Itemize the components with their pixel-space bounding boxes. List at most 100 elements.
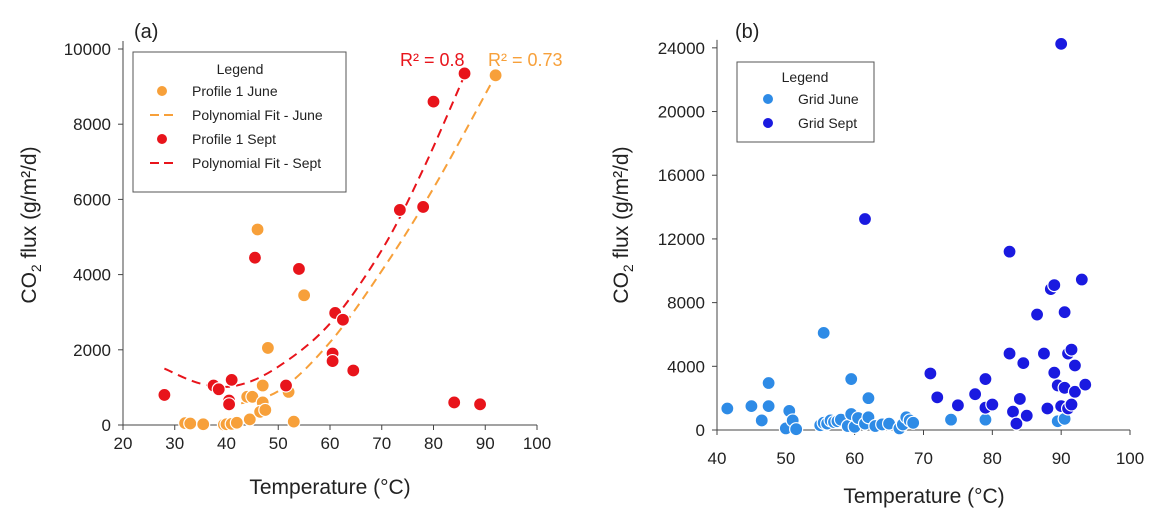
data-point-profile-1-sept [224, 372, 239, 387]
legend-label: Profile 1 Sept [192, 131, 276, 147]
y-tick-label: 12000 [658, 230, 705, 249]
y-tick-label: 0 [102, 416, 111, 435]
data-point-profile-1-june [286, 414, 301, 429]
data-point-profile-1-sept [426, 94, 441, 109]
data-point-grid-sept [930, 390, 945, 405]
panel-a-x-axis-title: Temperature (°C) [249, 476, 410, 499]
data-point-profile-1-june [196, 417, 211, 432]
y-title-co: CO [610, 272, 633, 304]
data-point-grid-sept [985, 397, 1000, 412]
data-point-grid-sept [1078, 377, 1093, 392]
data-point-grid-sept [1029, 307, 1045, 322]
data-point-grid-sept [1012, 391, 1027, 407]
data-point-profile-1-sept [211, 382, 226, 397]
y-title-rest: flux (g/m²/d) [18, 146, 41, 264]
legend-label: Profile 1 June [192, 83, 278, 99]
y-tick-label: 24000 [658, 39, 705, 58]
data-point-grid-sept [978, 371, 993, 387]
data-point-grid-sept [968, 387, 983, 402]
panel-b: 40 50 60 70 80 90 100 0 4000 8000 12000 16000 20000 2… [610, 21, 1144, 508]
panel-a-legend-title: Legend [217, 61, 264, 77]
data-point-grid-june [943, 412, 959, 427]
x-tick-label: 50 [269, 434, 288, 453]
panel-b-legend-items: Grid June Grid Sept [762, 91, 859, 131]
data-point-grid-sept [1009, 416, 1024, 431]
data-point-profile-1-june [183, 416, 198, 431]
data-point-grid-june [978, 412, 993, 427]
x-tick-label: 60 [845, 449, 864, 468]
y-tick-label: 4000 [667, 357, 705, 376]
x-tick-label: 90 [476, 434, 495, 453]
data-point-profile-1-sept [335, 312, 351, 327]
legend-marker [762, 117, 774, 129]
data-point-grid-june [906, 415, 921, 430]
legend-label: Grid Sept [798, 115, 857, 131]
x-tick-label: 20 [114, 434, 133, 453]
data-point-profile-1-june [297, 288, 312, 303]
r2-sept-annotation: R² = 0.8 [400, 50, 465, 70]
panel-a-legend-items: Profile 1 June Polynomial Fit - June Profi… [150, 83, 323, 171]
data-point-grid-sept [1019, 408, 1034, 423]
x-tick-label: 40 [217, 434, 236, 453]
data-point-profile-1-sept [457, 66, 472, 81]
data-point-grid-sept [1054, 36, 1069, 51]
data-point-profile-1-june [260, 340, 275, 356]
x-tick-label: 80 [424, 434, 443, 453]
data-point-grid-june [761, 399, 776, 414]
data-point-grid-sept [1064, 342, 1079, 357]
panel-a: 20 30 40 50 60 70 80 90 100 0 2000 4000 6000 8000 1000… [18, 21, 563, 499]
data-point-grid-june [744, 399, 759, 414]
data-point-grid-sept [1074, 272, 1089, 287]
panel-b-x-axis-title: Temperature (°C) [843, 485, 1004, 508]
panel-b-legend-box [736, 61, 875, 143]
data-point-grid-sept [1016, 356, 1031, 371]
data-point-grid-sept [1002, 244, 1017, 259]
data-point-grid-sept [1067, 358, 1083, 373]
data-point-grid-sept [950, 398, 966, 413]
data-point-grid-sept [1002, 346, 1017, 361]
y-tick-label: 6000 [73, 190, 111, 209]
data-point-profile-1-june [229, 415, 244, 430]
y-title-rest: flux (g/m²/d) [610, 146, 633, 264]
data-point-profile-1-june [255, 378, 270, 393]
data-point-profile-1-sept [416, 199, 431, 215]
data-point-grid-sept [1067, 384, 1083, 399]
data-point-profile-1-june [488, 68, 503, 83]
x-tick-label: 30 [165, 434, 184, 453]
x-tick-label: 40 [708, 449, 727, 468]
data-point-grid-sept [1064, 397, 1079, 412]
data-point-grid-sept [1005, 404, 1021, 419]
y-tick-label: 16000 [658, 166, 705, 185]
panel-a-axes: 20 30 40 50 60 70 80 90 100 0 2000 4000 6000 8000 1000… [64, 40, 551, 453]
y-title-subscript: 2 [620, 264, 636, 272]
y-title-subscript: 2 [28, 264, 44, 272]
r2-june-annotation: R² = 0.73 [488, 50, 563, 70]
x-tick-label: 100 [1116, 449, 1144, 468]
panel-b-label: (b) [735, 21, 759, 43]
panel-b-legend-title: Legend [782, 69, 829, 85]
data-point-grid-sept [1040, 401, 1055, 416]
panel-b-points [720, 36, 1093, 437]
data-point-profile-1-sept [221, 397, 237, 412]
data-point-grid-june [861, 391, 876, 406]
data-point-grid-sept [1047, 365, 1062, 380]
data-point-profile-1-sept [157, 387, 172, 403]
y-title-co: CO [18, 272, 41, 304]
legend-label: Polynomial Fit - June [192, 107, 323, 123]
data-point-grid-sept [857, 211, 873, 227]
data-point-profile-1-june [250, 222, 265, 237]
panel-a-legend-box [132, 51, 347, 193]
y-tick-label: 20000 [658, 103, 705, 122]
y-tick-label: 0 [696, 421, 705, 440]
data-point-grid-sept [1047, 278, 1062, 293]
x-tick-label: 80 [983, 449, 1002, 468]
panel-a-label: (a) [134, 21, 158, 43]
data-point-profile-1-sept [392, 202, 407, 218]
y-tick-label: 2000 [73, 341, 111, 360]
fit-line-polynomial-fit-june [226, 74, 497, 408]
data-point-profile-1-june [242, 412, 257, 427]
x-tick-label: 100 [523, 434, 551, 453]
data-point-grid-june [754, 413, 769, 428]
data-point-profile-1-sept [447, 395, 462, 410]
